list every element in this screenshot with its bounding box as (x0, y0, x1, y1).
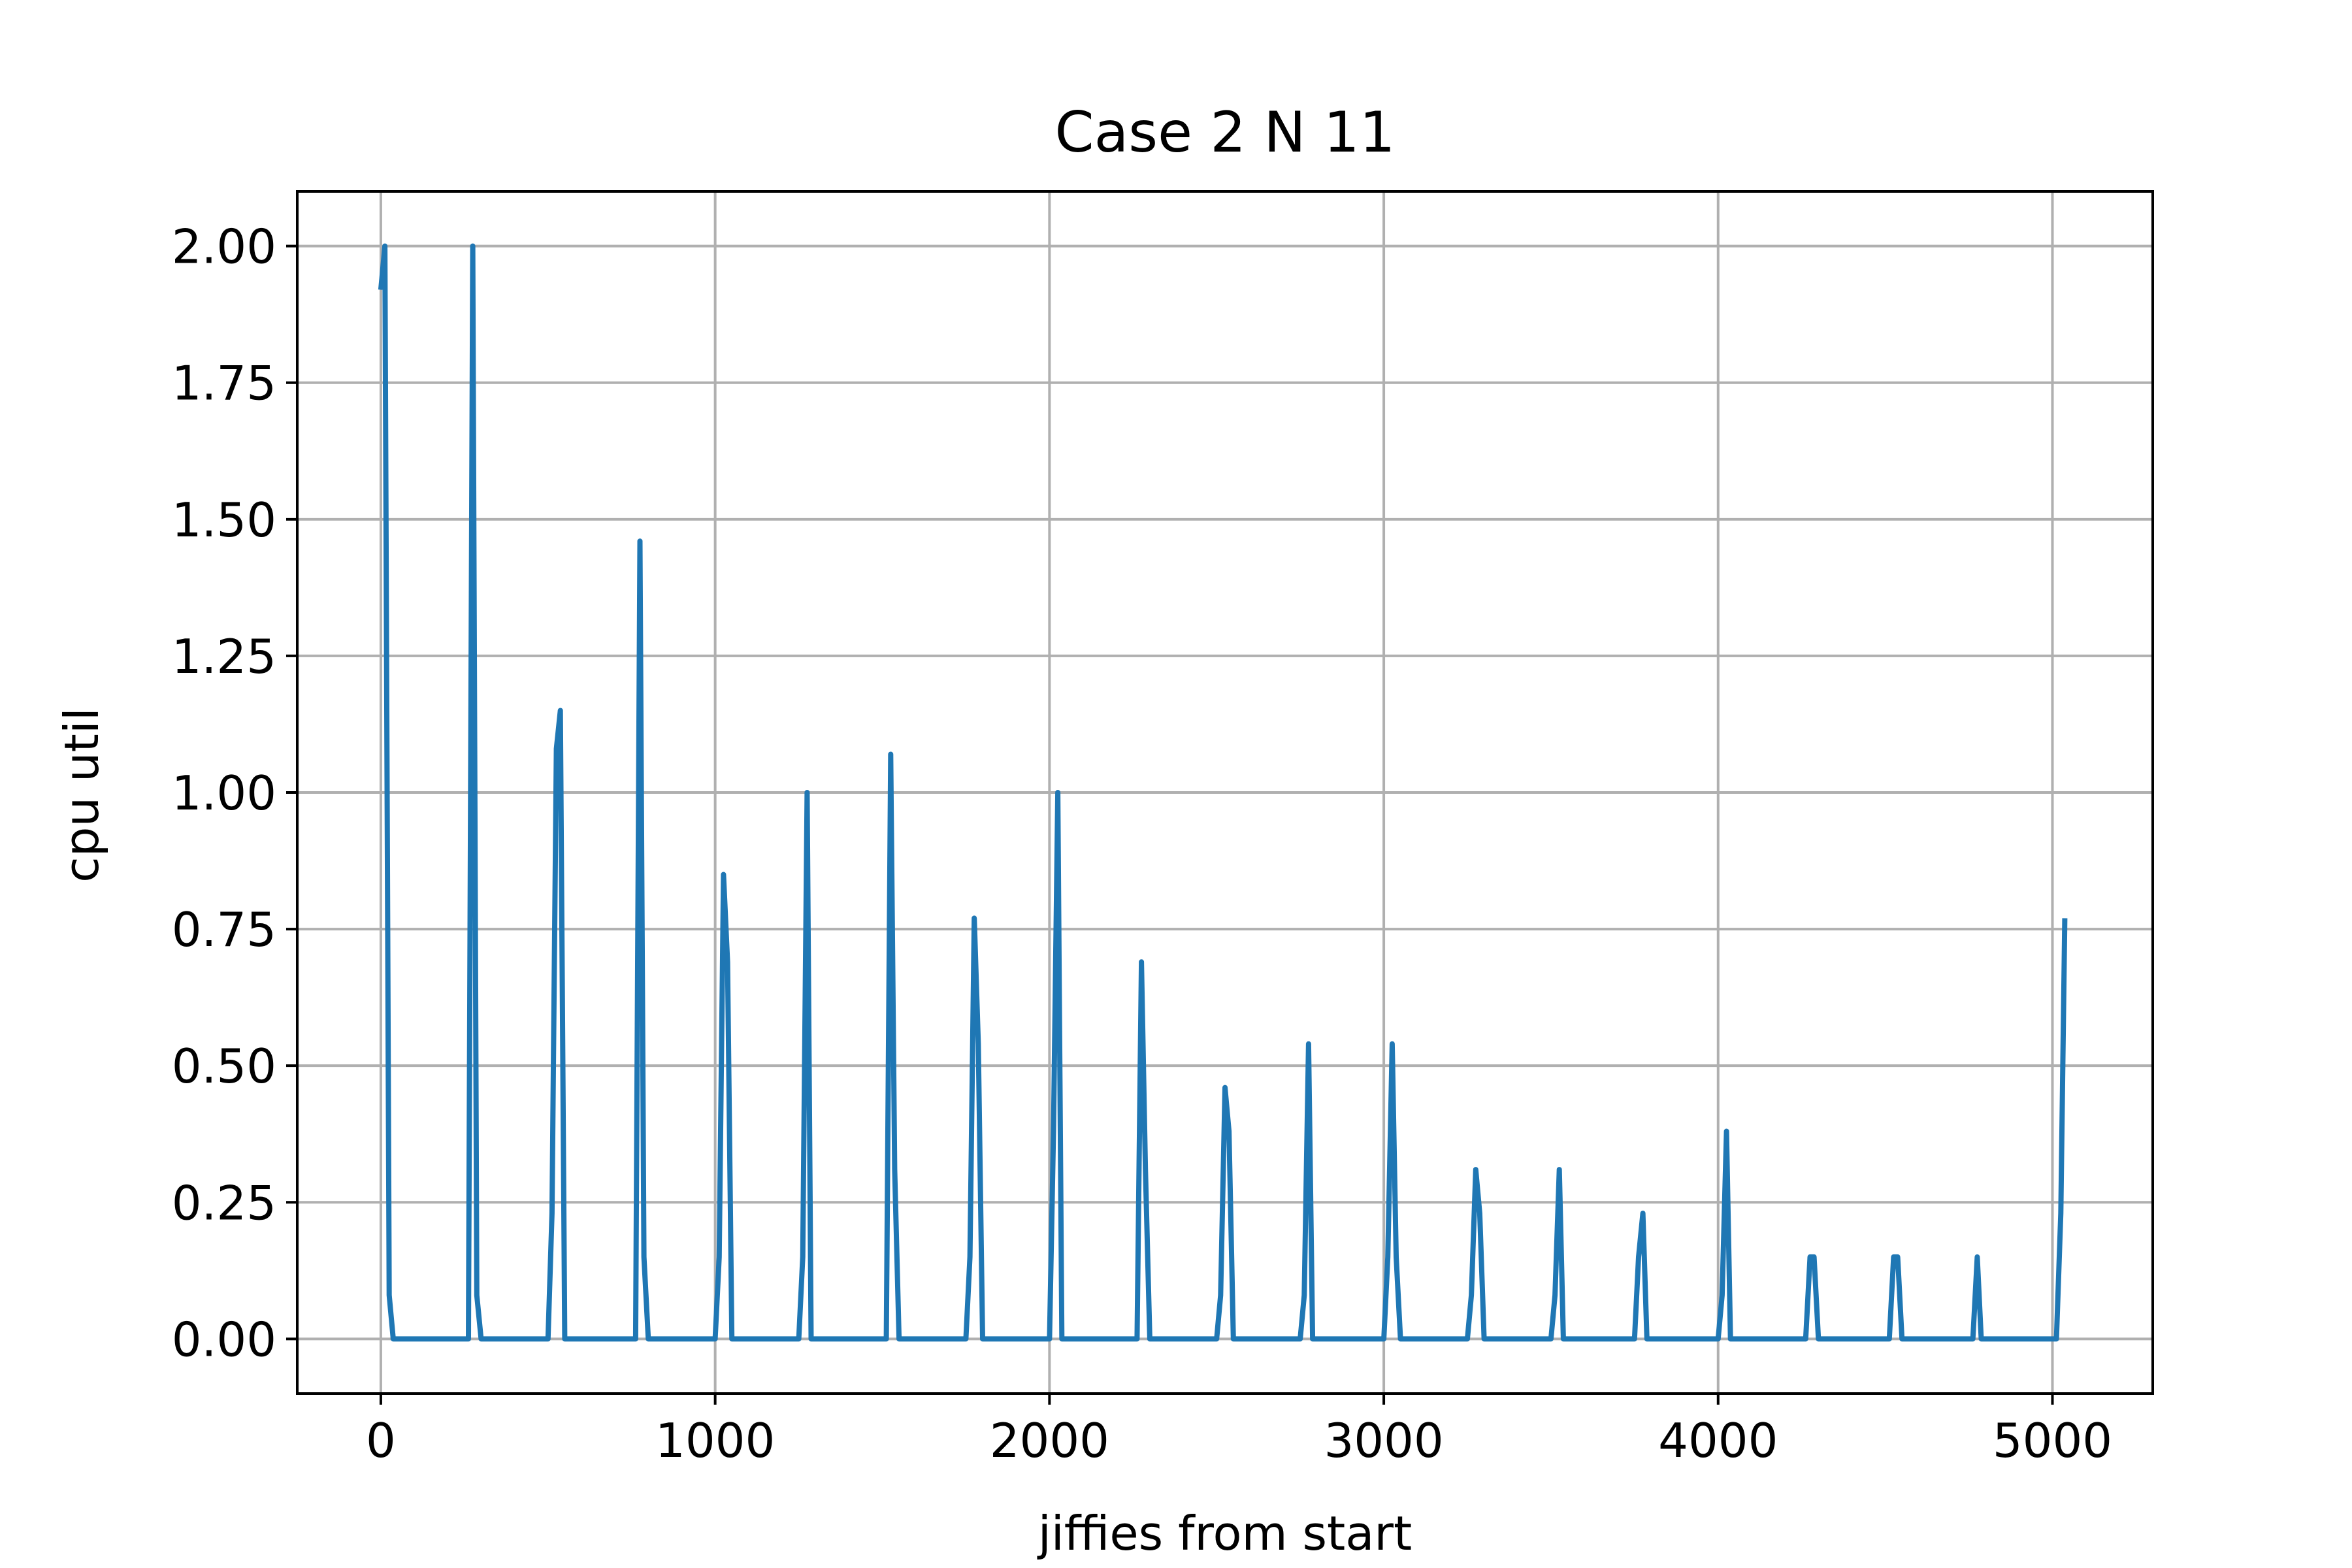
y-tick-label: 1.00 (172, 766, 276, 821)
grid (297, 191, 2153, 1394)
y-tick-label: 1.75 (172, 356, 276, 411)
chart-title: Case 2 N 11 (1055, 100, 1396, 165)
y-tick-label: 0.50 (172, 1039, 276, 1094)
series-layer (378, 243, 2068, 1342)
y-tick-label: 0.25 (172, 1175, 276, 1230)
x-axis-label: jiffies from start (1037, 1506, 1412, 1561)
y-tick-label: 2.00 (172, 220, 276, 274)
x-tick-label: 1000 (655, 1413, 775, 1468)
x-tick-label: 2000 (990, 1413, 1109, 1468)
y-tick-label: 0.00 (172, 1312, 276, 1367)
x-tick-label: 0 (366, 1413, 396, 1468)
y-axis-label: cpu util (54, 708, 109, 883)
x-tick-label: 3000 (1324, 1413, 1443, 1468)
series-line (378, 243, 2068, 1342)
x-axis-ticks: 0 1000 2000 3000 4000 5000 (366, 1394, 2112, 1468)
y-tick-label: 0.75 (172, 902, 276, 957)
y-axis-ticks: 0.00 0.25 0.50 0.75 1.00 1.25 1.50 1.75 2.00 (172, 220, 297, 1367)
y-tick-label: 1.25 (172, 629, 276, 684)
x-tick-label: 5000 (1993, 1413, 2112, 1468)
y-tick-label: 1.50 (172, 493, 276, 547)
x-tick-label: 4000 (1658, 1413, 1778, 1468)
